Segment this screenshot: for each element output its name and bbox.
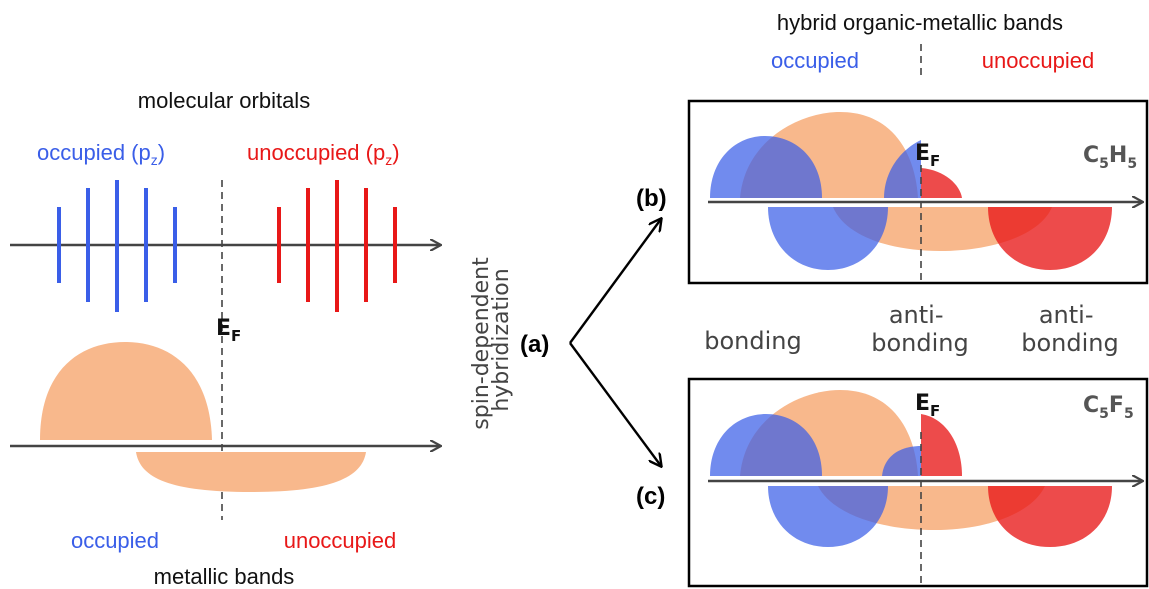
panel-b-frame (687, 99, 1149, 285)
right-panel: hybrid organic-metallic bands occupied u… (687, 10, 1149, 588)
antibonding-unoccupied-lobe (921, 168, 962, 198)
bonding-occupied-lobe (710, 136, 822, 198)
hybrid-title: hybrid organic-metallic bands (777, 10, 1063, 35)
bonding-occupied-lobe (710, 414, 822, 476)
fermi-level-label: EF (915, 391, 940, 420)
bonding-minority-lobe (768, 486, 888, 547)
occupied-orbital-levels (57, 180, 177, 312)
band-unoccupied-label: unoccupied (284, 528, 397, 553)
fermi-level-label: EF (915, 141, 940, 170)
mo-unoccupied-label: unoccupied (pz) (247, 140, 400, 168)
antibonding-occupied-lobe (882, 446, 921, 476)
middle-section: spin-dependent hybridization (a) (b) (c) (469, 185, 667, 510)
antibonding-label-2: anti- bonding (1021, 301, 1118, 357)
label-a: (a) (520, 331, 549, 358)
panel-c-frame (687, 377, 1149, 588)
metal-occupied-band (40, 342, 212, 440)
bonding-label: bonding (704, 327, 801, 355)
panel-b-c5h5: EF C5H5 (687, 99, 1149, 285)
molecule-label-c5h5: C5H5 (1083, 143, 1137, 172)
arrow-to-b (569, 219, 661, 344)
label-c: (c) (636, 483, 665, 510)
hybridization-label: spin-dependent hybridization (469, 250, 514, 429)
hybrid-unoccupied-label: unoccupied (982, 48, 1095, 73)
arrow-to-c (569, 342, 661, 466)
band-occupied-label: occupied (71, 528, 159, 553)
left-panel: molecular orbitals occupied (pz) unoccup… (10, 88, 440, 589)
fermi-level-label: EF (216, 316, 241, 345)
mo-title: molecular orbitals (138, 88, 310, 113)
antibonding-unoccupied-lobe (921, 414, 962, 476)
antibonding-minority-lobe (988, 207, 1112, 270)
antibonding-label-1: anti- bonding (871, 301, 968, 357)
mo-occupied-label: occupied (pz) (37, 140, 165, 168)
molecule-label-c5f5: C5F5 (1083, 393, 1134, 422)
antibonding-minority-lobe (988, 486, 1112, 547)
label-b: (b) (636, 185, 667, 212)
bonding-minority-lobe (768, 207, 888, 270)
band-title: metallic bands (154, 564, 295, 589)
panel-c-c5f5: EF C5F5 (687, 377, 1149, 588)
unoccupied-orbital-levels (277, 180, 397, 312)
hybrid-occupied-label: occupied (771, 48, 859, 73)
metal-unoccupied-band (136, 452, 366, 492)
antibonding-occupied-lobe (884, 140, 921, 198)
